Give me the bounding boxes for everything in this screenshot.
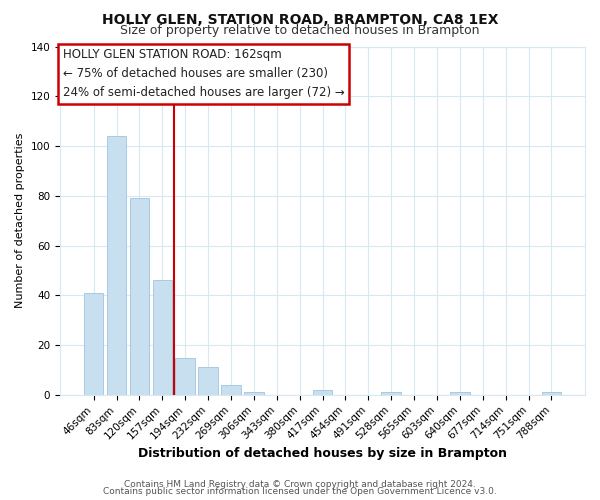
Bar xyxy=(244,392,263,395)
Text: Contains HM Land Registry data © Crown copyright and database right 2024.: Contains HM Land Registry data © Crown c… xyxy=(124,480,476,489)
Bar xyxy=(313,390,332,395)
Bar xyxy=(199,368,218,395)
Bar xyxy=(152,280,172,395)
Bar xyxy=(450,392,470,395)
Bar xyxy=(542,392,561,395)
Bar xyxy=(130,198,149,395)
Text: Contains public sector information licensed under the Open Government Licence v3: Contains public sector information licen… xyxy=(103,488,497,496)
Bar xyxy=(221,385,241,395)
Text: Size of property relative to detached houses in Brampton: Size of property relative to detached ho… xyxy=(120,24,480,37)
X-axis label: Distribution of detached houses by size in Brampton: Distribution of detached houses by size … xyxy=(138,447,507,460)
Text: HOLLY GLEN STATION ROAD: 162sqm
← 75% of detached houses are smaller (230)
24% o: HOLLY GLEN STATION ROAD: 162sqm ← 75% of… xyxy=(62,48,344,99)
Bar xyxy=(175,358,195,395)
Bar xyxy=(382,392,401,395)
Bar xyxy=(107,136,126,395)
Text: HOLLY GLEN, STATION ROAD, BRAMPTON, CA8 1EX: HOLLY GLEN, STATION ROAD, BRAMPTON, CA8 … xyxy=(102,12,498,26)
Bar xyxy=(84,293,103,395)
Y-axis label: Number of detached properties: Number of detached properties xyxy=(15,133,25,308)
